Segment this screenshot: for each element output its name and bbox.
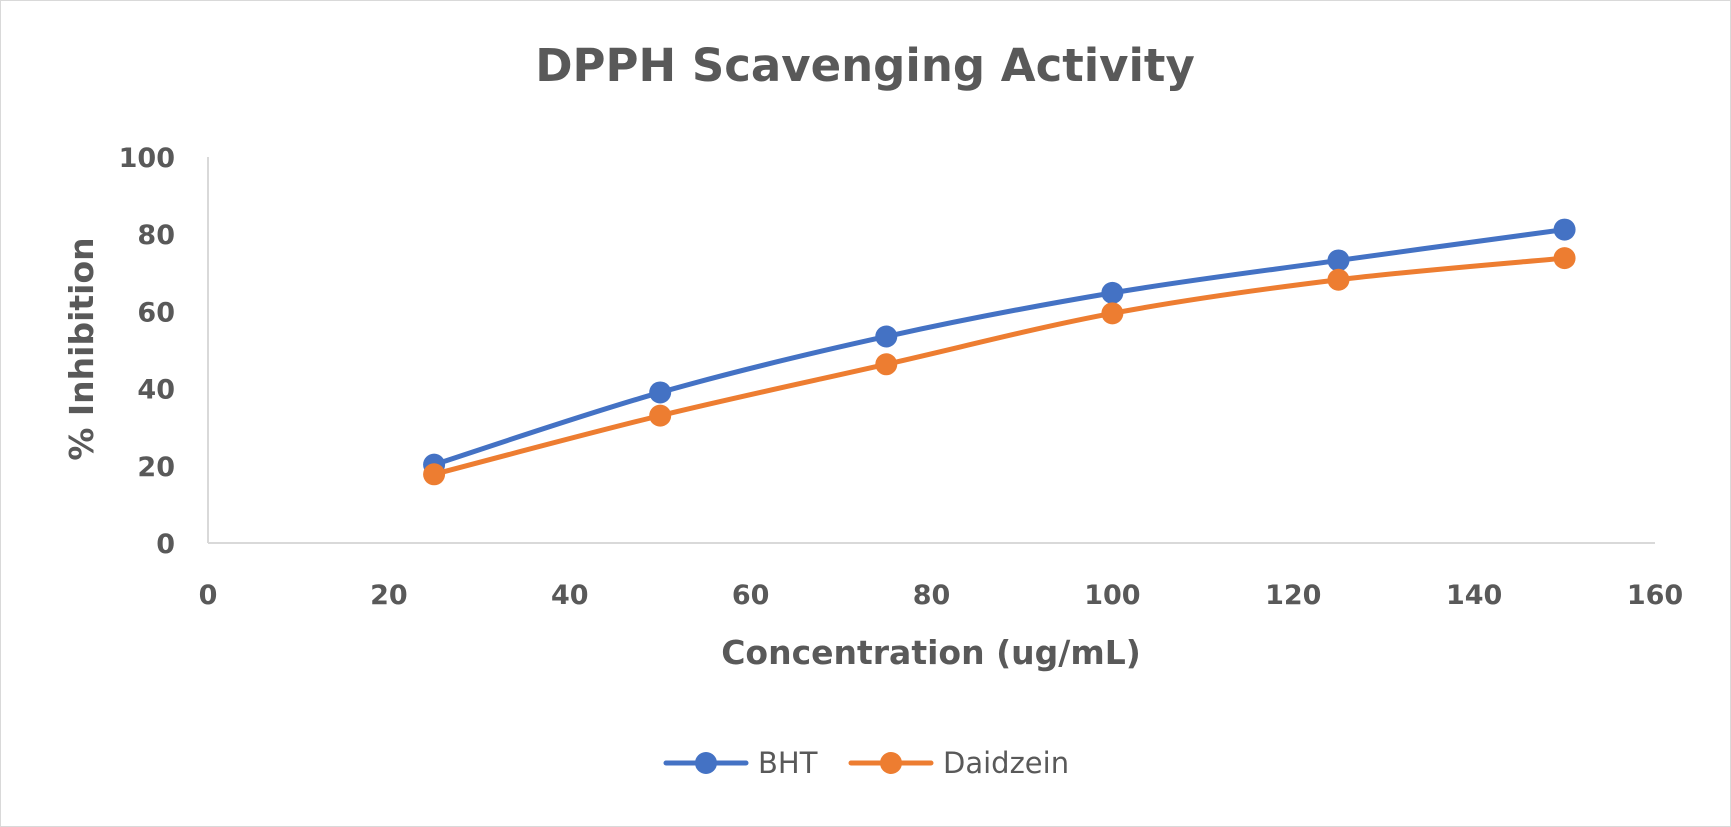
data-point [1553,247,1576,270]
series-daidzein [423,247,1576,486]
legend-label: BHT [758,746,818,780]
y-tick-label: 0 [156,529,175,560]
series-line [431,227,1568,468]
legend-label: Daidzein [943,746,1069,780]
data-point [649,404,672,427]
chart-title: DPPH Scavenging Activity [535,39,1195,92]
series-line [431,255,1568,477]
series-layer [423,218,1576,486]
y-axis-title: % Inhibition [62,237,101,460]
series-bht [423,218,1576,476]
x-tick-label: 100 [1084,580,1140,611]
x-tick-label: 40 [551,580,589,611]
x-tick-label: 60 [732,580,770,611]
x-tick-label: 0 [199,580,218,611]
y-tick-label: 20 [137,452,175,483]
data-point [423,463,446,486]
y-tick-labels: 0 20 40 60 80 100 [119,143,175,560]
y-tick-label: 100 [119,143,175,174]
legend-item-bht: BHT [663,746,818,780]
data-point [1101,302,1124,325]
x-tick-label: 120 [1265,580,1321,611]
legend-item-daidzein: Daidzein [848,746,1069,780]
data-point [649,381,672,404]
legend-swatch-marker [880,752,902,774]
x-tick-label: 80 [913,580,951,611]
y-tick-label: 60 [137,297,175,328]
legend-swatch-marker [695,752,717,774]
x-tick-label: 140 [1446,580,1502,611]
x-axis-title: Concentration (ug/mL) [721,633,1141,672]
data-point [875,353,898,376]
x-tick-label: 160 [1627,580,1683,611]
data-point [875,325,898,348]
data-point [1327,268,1350,291]
y-tick-label: 40 [137,375,175,406]
y-tick-label: 80 [137,220,175,251]
x-tick-labels: 0 20 40 60 80 100 120 140 160 [199,580,1684,611]
x-tick-label: 20 [370,580,408,611]
data-point [1553,218,1576,241]
axes [207,157,1655,544]
data-point [1327,249,1350,272]
legend: BHT Daidzein [663,746,1069,780]
data-point [1101,281,1124,304]
